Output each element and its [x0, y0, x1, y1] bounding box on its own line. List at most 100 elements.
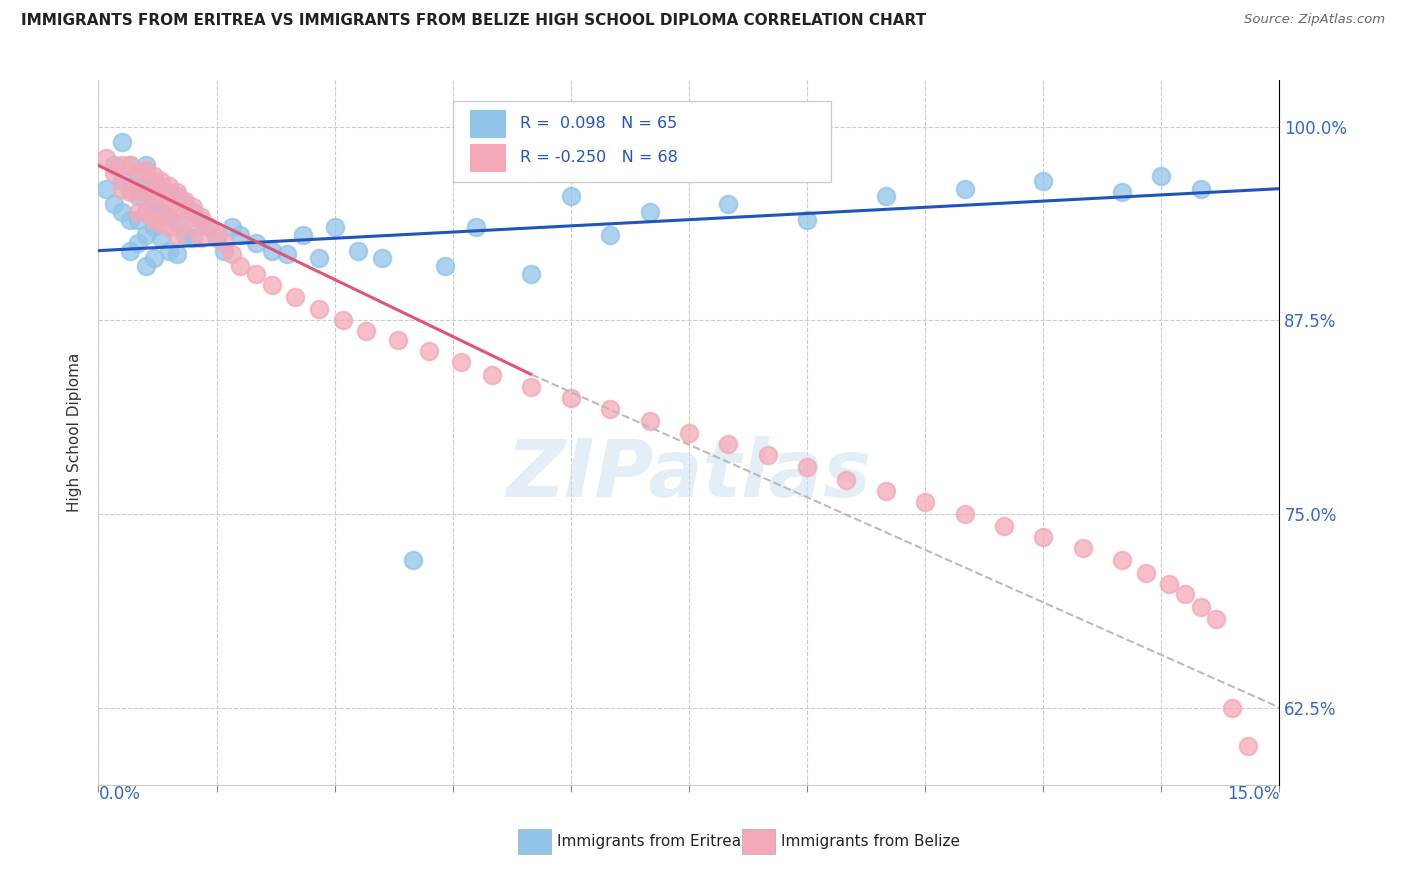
Point — [103, 166, 125, 180]
Point — [953, 507, 976, 521]
Point — [118, 182, 141, 196]
Point — [260, 244, 283, 258]
Text: 15.0%: 15.0% — [1227, 785, 1279, 803]
Point — [402, 553, 425, 567]
Point — [135, 158, 157, 172]
Point — [135, 205, 157, 219]
FancyBboxPatch shape — [453, 102, 831, 183]
Point — [118, 212, 141, 227]
Text: Immigrants from Belize: Immigrants from Belize — [782, 834, 960, 849]
Point — [150, 194, 173, 208]
Point — [1205, 612, 1227, 626]
FancyBboxPatch shape — [471, 144, 506, 172]
Point — [150, 231, 173, 245]
Point — [387, 334, 409, 348]
FancyBboxPatch shape — [742, 829, 775, 854]
Point — [127, 166, 149, 180]
Point — [118, 244, 141, 258]
Point — [221, 220, 243, 235]
Point — [481, 368, 503, 382]
Point — [418, 344, 440, 359]
Point — [1174, 587, 1197, 601]
Point — [560, 391, 582, 405]
Point — [142, 220, 165, 235]
Point — [599, 228, 621, 243]
Point — [875, 483, 897, 498]
Point — [181, 220, 204, 235]
Point — [229, 228, 252, 243]
Point — [1220, 700, 1243, 714]
Point — [127, 235, 149, 250]
Point — [1189, 182, 1212, 196]
Point — [181, 200, 204, 214]
Point — [157, 178, 180, 193]
Point — [1135, 566, 1157, 580]
Point — [1111, 553, 1133, 567]
Point — [135, 182, 157, 196]
Point — [111, 182, 134, 196]
Point — [118, 158, 141, 172]
Point — [174, 212, 197, 227]
Point — [166, 216, 188, 230]
Point — [157, 244, 180, 258]
Point — [796, 212, 818, 227]
Point — [638, 205, 661, 219]
Point — [276, 246, 298, 260]
Point — [127, 166, 149, 180]
Point — [118, 158, 141, 172]
Point — [174, 197, 197, 211]
Point — [142, 189, 165, 203]
Point — [371, 252, 394, 266]
Point — [245, 235, 267, 250]
Point — [166, 189, 188, 203]
Point — [756, 448, 779, 462]
Point — [1150, 169, 1173, 184]
Point — [993, 519, 1015, 533]
Point — [127, 189, 149, 203]
Point — [638, 414, 661, 428]
Text: Immigrants from Eritrea: Immigrants from Eritrea — [557, 834, 741, 849]
Point — [245, 267, 267, 281]
Point — [166, 246, 188, 260]
Point — [260, 277, 283, 292]
Point — [796, 460, 818, 475]
Point — [135, 163, 157, 178]
Text: 0.0%: 0.0% — [98, 785, 141, 803]
Point — [157, 185, 180, 199]
Point — [135, 185, 157, 199]
Point — [229, 259, 252, 273]
Point — [205, 228, 228, 243]
Point — [678, 426, 700, 441]
Point — [174, 228, 197, 243]
Point — [599, 401, 621, 416]
Point — [150, 182, 173, 196]
Point — [1071, 541, 1094, 555]
Point — [433, 259, 456, 273]
Point — [111, 135, 134, 149]
Point — [135, 205, 157, 219]
Y-axis label: High School Diploma: High School Diploma — [67, 353, 83, 512]
FancyBboxPatch shape — [471, 110, 506, 138]
Point — [450, 355, 472, 369]
Text: ZIPatlas: ZIPatlas — [506, 436, 872, 514]
Point — [953, 182, 976, 196]
Point — [205, 231, 228, 245]
Point — [1159, 576, 1181, 591]
Point — [166, 185, 188, 199]
Point — [308, 252, 330, 266]
Point — [197, 220, 219, 235]
Point — [190, 212, 212, 227]
Point — [717, 197, 740, 211]
Point — [142, 174, 165, 188]
Point — [1111, 185, 1133, 199]
Text: R =  0.098   N = 65: R = 0.098 N = 65 — [520, 117, 678, 131]
Point — [174, 194, 197, 208]
Point — [214, 235, 236, 250]
Point — [166, 205, 188, 219]
Point — [221, 246, 243, 260]
Point — [520, 267, 543, 281]
Point — [111, 174, 134, 188]
Point — [560, 189, 582, 203]
Point — [157, 220, 180, 235]
Point — [103, 197, 125, 211]
